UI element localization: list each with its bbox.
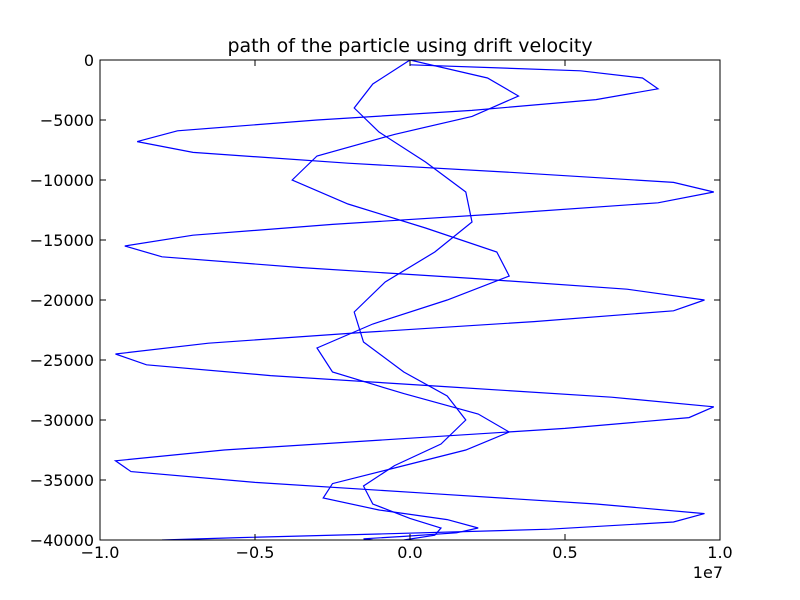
x-tick-label: −1.0 bbox=[81, 543, 120, 562]
y-tick-label: −5000 bbox=[40, 111, 94, 130]
chart-title: path of the particle using drift velocit… bbox=[227, 35, 592, 57]
y-tick-label: −25000 bbox=[30, 351, 94, 370]
y-tick-label: −20000 bbox=[30, 291, 94, 310]
y-tick-label: −35000 bbox=[30, 471, 94, 490]
y-tick-label: 0 bbox=[84, 51, 94, 70]
series-line-2 bbox=[353, 60, 473, 540]
x-axis-offset-label: 1e7 bbox=[693, 563, 723, 582]
y-tick-label: −10000 bbox=[30, 171, 94, 190]
series-line-1 bbox=[291, 60, 520, 540]
axes: −1.0 −0.5 0.0 0.5 1.0 0 −5000 −10000 −15000 −2000… bbox=[30, 51, 733, 562]
y-tick-label: −40000 bbox=[30, 531, 94, 550]
x-tick-label: −0.5 bbox=[236, 543, 275, 562]
y-tick-label: −30000 bbox=[30, 411, 94, 430]
x-tick-label: 1.0 bbox=[707, 543, 732, 562]
plot-lines bbox=[113, 60, 715, 540]
series-line-0 bbox=[113, 64, 715, 540]
x-tick-label: 0.0 bbox=[397, 543, 422, 562]
y-tick-label: −15000 bbox=[30, 231, 94, 250]
x-tick-label: 0.5 bbox=[552, 543, 577, 562]
